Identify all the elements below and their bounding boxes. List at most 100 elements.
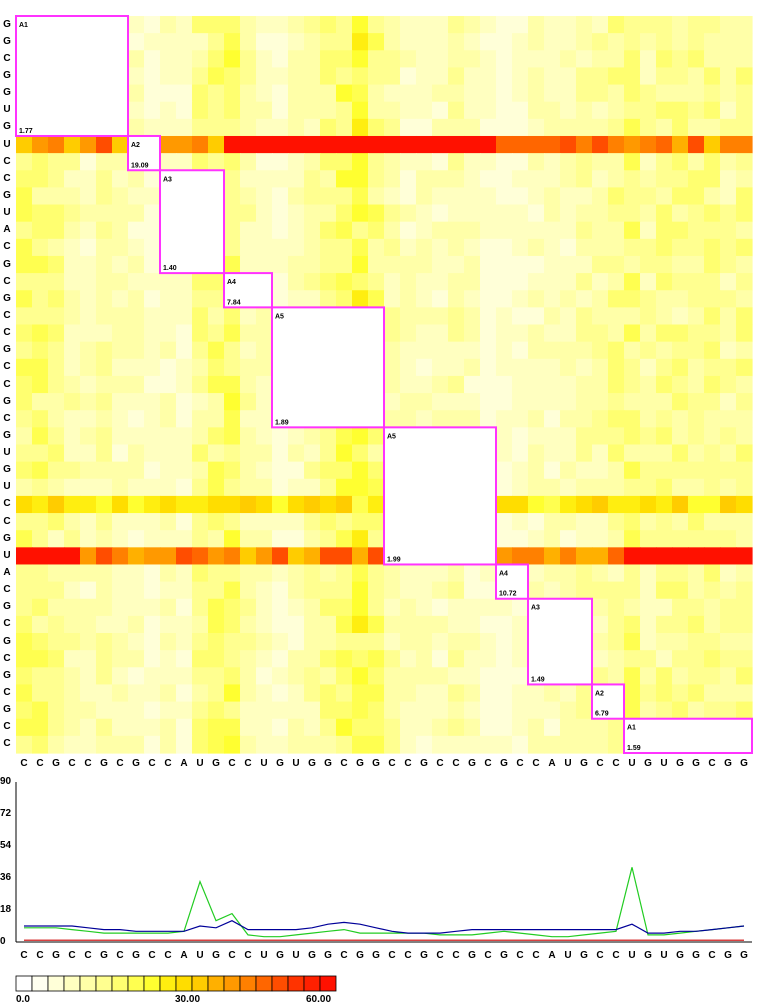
heatmap-cell bbox=[96, 255, 113, 274]
heatmap-cell bbox=[96, 615, 113, 634]
heatmap-cell bbox=[576, 50, 593, 69]
heatmap-cell bbox=[512, 444, 529, 463]
alignment-block bbox=[591, 683, 625, 720]
heatmap-cell bbox=[208, 410, 225, 428]
heatmap-cell bbox=[688, 341, 705, 360]
heatmap-cell bbox=[560, 67, 577, 86]
heatmap-cell bbox=[416, 153, 433, 171]
heatmap-cell bbox=[352, 135, 369, 154]
heatmap-cell bbox=[16, 564, 33, 583]
heatmap-cell bbox=[192, 16, 209, 34]
heatmap-cell bbox=[672, 530, 689, 548]
heatmap-cell bbox=[240, 633, 257, 651]
heatmap-cell bbox=[208, 375, 225, 394]
heatmap-cell bbox=[336, 50, 353, 69]
heatmap-cell bbox=[128, 735, 145, 754]
heatmap-cell bbox=[672, 16, 689, 34]
legend-swatch bbox=[127, 975, 145, 992]
heatmap-cell bbox=[672, 204, 689, 223]
heatmap-cell bbox=[656, 358, 673, 377]
heatmap-cell bbox=[672, 478, 689, 497]
heatmap-cell bbox=[416, 393, 433, 411]
column-base-label: A bbox=[548, 758, 556, 769]
heatmap-cell bbox=[208, 530, 225, 548]
heatmap-cell bbox=[144, 255, 161, 274]
heatmap-cell bbox=[80, 667, 97, 686]
heatmap-cell bbox=[288, 513, 305, 531]
heatmap-cell bbox=[192, 50, 209, 69]
heatmap-cell bbox=[576, 135, 593, 154]
heatmap-cell bbox=[144, 615, 161, 634]
heatmap-cell bbox=[704, 444, 721, 463]
heatmap-cell bbox=[672, 564, 689, 583]
heatmap-cell bbox=[192, 513, 209, 531]
heatmap-cell bbox=[496, 324, 513, 343]
heatmap-cell bbox=[336, 238, 353, 257]
heatmap-cell bbox=[272, 633, 289, 651]
heatmap-cell bbox=[304, 187, 321, 206]
heatmap-cell bbox=[384, 444, 401, 463]
heatmap-cell bbox=[672, 615, 689, 634]
heatmap-cell bbox=[288, 650, 305, 668]
heatmap-cell bbox=[352, 16, 369, 34]
heatmap-cell bbox=[480, 410, 497, 428]
heatmap-cell bbox=[656, 238, 673, 257]
heatmap-cell bbox=[192, 135, 209, 154]
heatmap-cell bbox=[432, 273, 449, 291]
heatmap-cell bbox=[720, 341, 737, 360]
heatmap-cell bbox=[96, 427, 113, 446]
heatmap-cell bbox=[160, 513, 177, 531]
heatmap-cell bbox=[624, 33, 641, 51]
heatmap-cell bbox=[640, 135, 657, 154]
heatmap-cell bbox=[16, 290, 33, 308]
heatmap-cell bbox=[624, 495, 641, 514]
heatmap-cell bbox=[272, 101, 289, 120]
heatmap-cell bbox=[448, 598, 465, 617]
column-base-label: C bbox=[228, 758, 236, 769]
heatmap-cell bbox=[656, 444, 673, 463]
heatmap-cell bbox=[464, 735, 481, 754]
heatmap-cell bbox=[592, 375, 609, 394]
heatmap-cell bbox=[688, 238, 705, 257]
heatmap-cell bbox=[176, 530, 193, 548]
heatmap-cell bbox=[720, 598, 737, 617]
heatmap-cell bbox=[464, 513, 481, 531]
heatmap-cell bbox=[464, 67, 481, 86]
heatmap-cell bbox=[128, 170, 145, 188]
alignment-block bbox=[159, 169, 225, 275]
heatmap-cell bbox=[528, 170, 545, 188]
heatmap-cell bbox=[672, 684, 689, 703]
heatmap-cell bbox=[96, 118, 113, 137]
row-base-label: C bbox=[3, 721, 11, 733]
heatmap-cell bbox=[384, 427, 401, 446]
heatmap-cell bbox=[352, 153, 369, 171]
heatmap-cell bbox=[64, 153, 81, 171]
heatmap-cell bbox=[64, 410, 81, 428]
block-label: A2 bbox=[131, 142, 140, 149]
heatmap-cell bbox=[688, 615, 705, 634]
heatmap-cell bbox=[224, 170, 241, 188]
heatmap-cell bbox=[384, 375, 401, 394]
heatmap-cell bbox=[544, 633, 561, 651]
heatmap-cell bbox=[432, 735, 449, 754]
heatmap-cell bbox=[512, 427, 529, 446]
heatmap-cell bbox=[720, 547, 737, 566]
heatmap-cell bbox=[448, 221, 465, 240]
heatmap-cell bbox=[480, 50, 497, 69]
heatmap-cell bbox=[304, 530, 321, 548]
heatmap-cell bbox=[608, 564, 625, 583]
heatmap-cell bbox=[320, 513, 337, 531]
heatmap-cell bbox=[384, 513, 401, 531]
heatmap-cell bbox=[592, 273, 609, 291]
heatmap-cell bbox=[112, 410, 129, 428]
heatmap-cell bbox=[32, 598, 49, 617]
heatmap-cell bbox=[240, 461, 257, 480]
heatmap-cell bbox=[640, 67, 657, 86]
heatmap-cell bbox=[176, 50, 193, 69]
heatmap-cell bbox=[384, 67, 401, 86]
block-score: 1.59 bbox=[627, 745, 641, 752]
heatmap-cell bbox=[688, 255, 705, 274]
heatmap-cell bbox=[352, 375, 369, 394]
heatmap-cell bbox=[544, 461, 561, 480]
profile-x-base-label: G bbox=[644, 950, 652, 961]
